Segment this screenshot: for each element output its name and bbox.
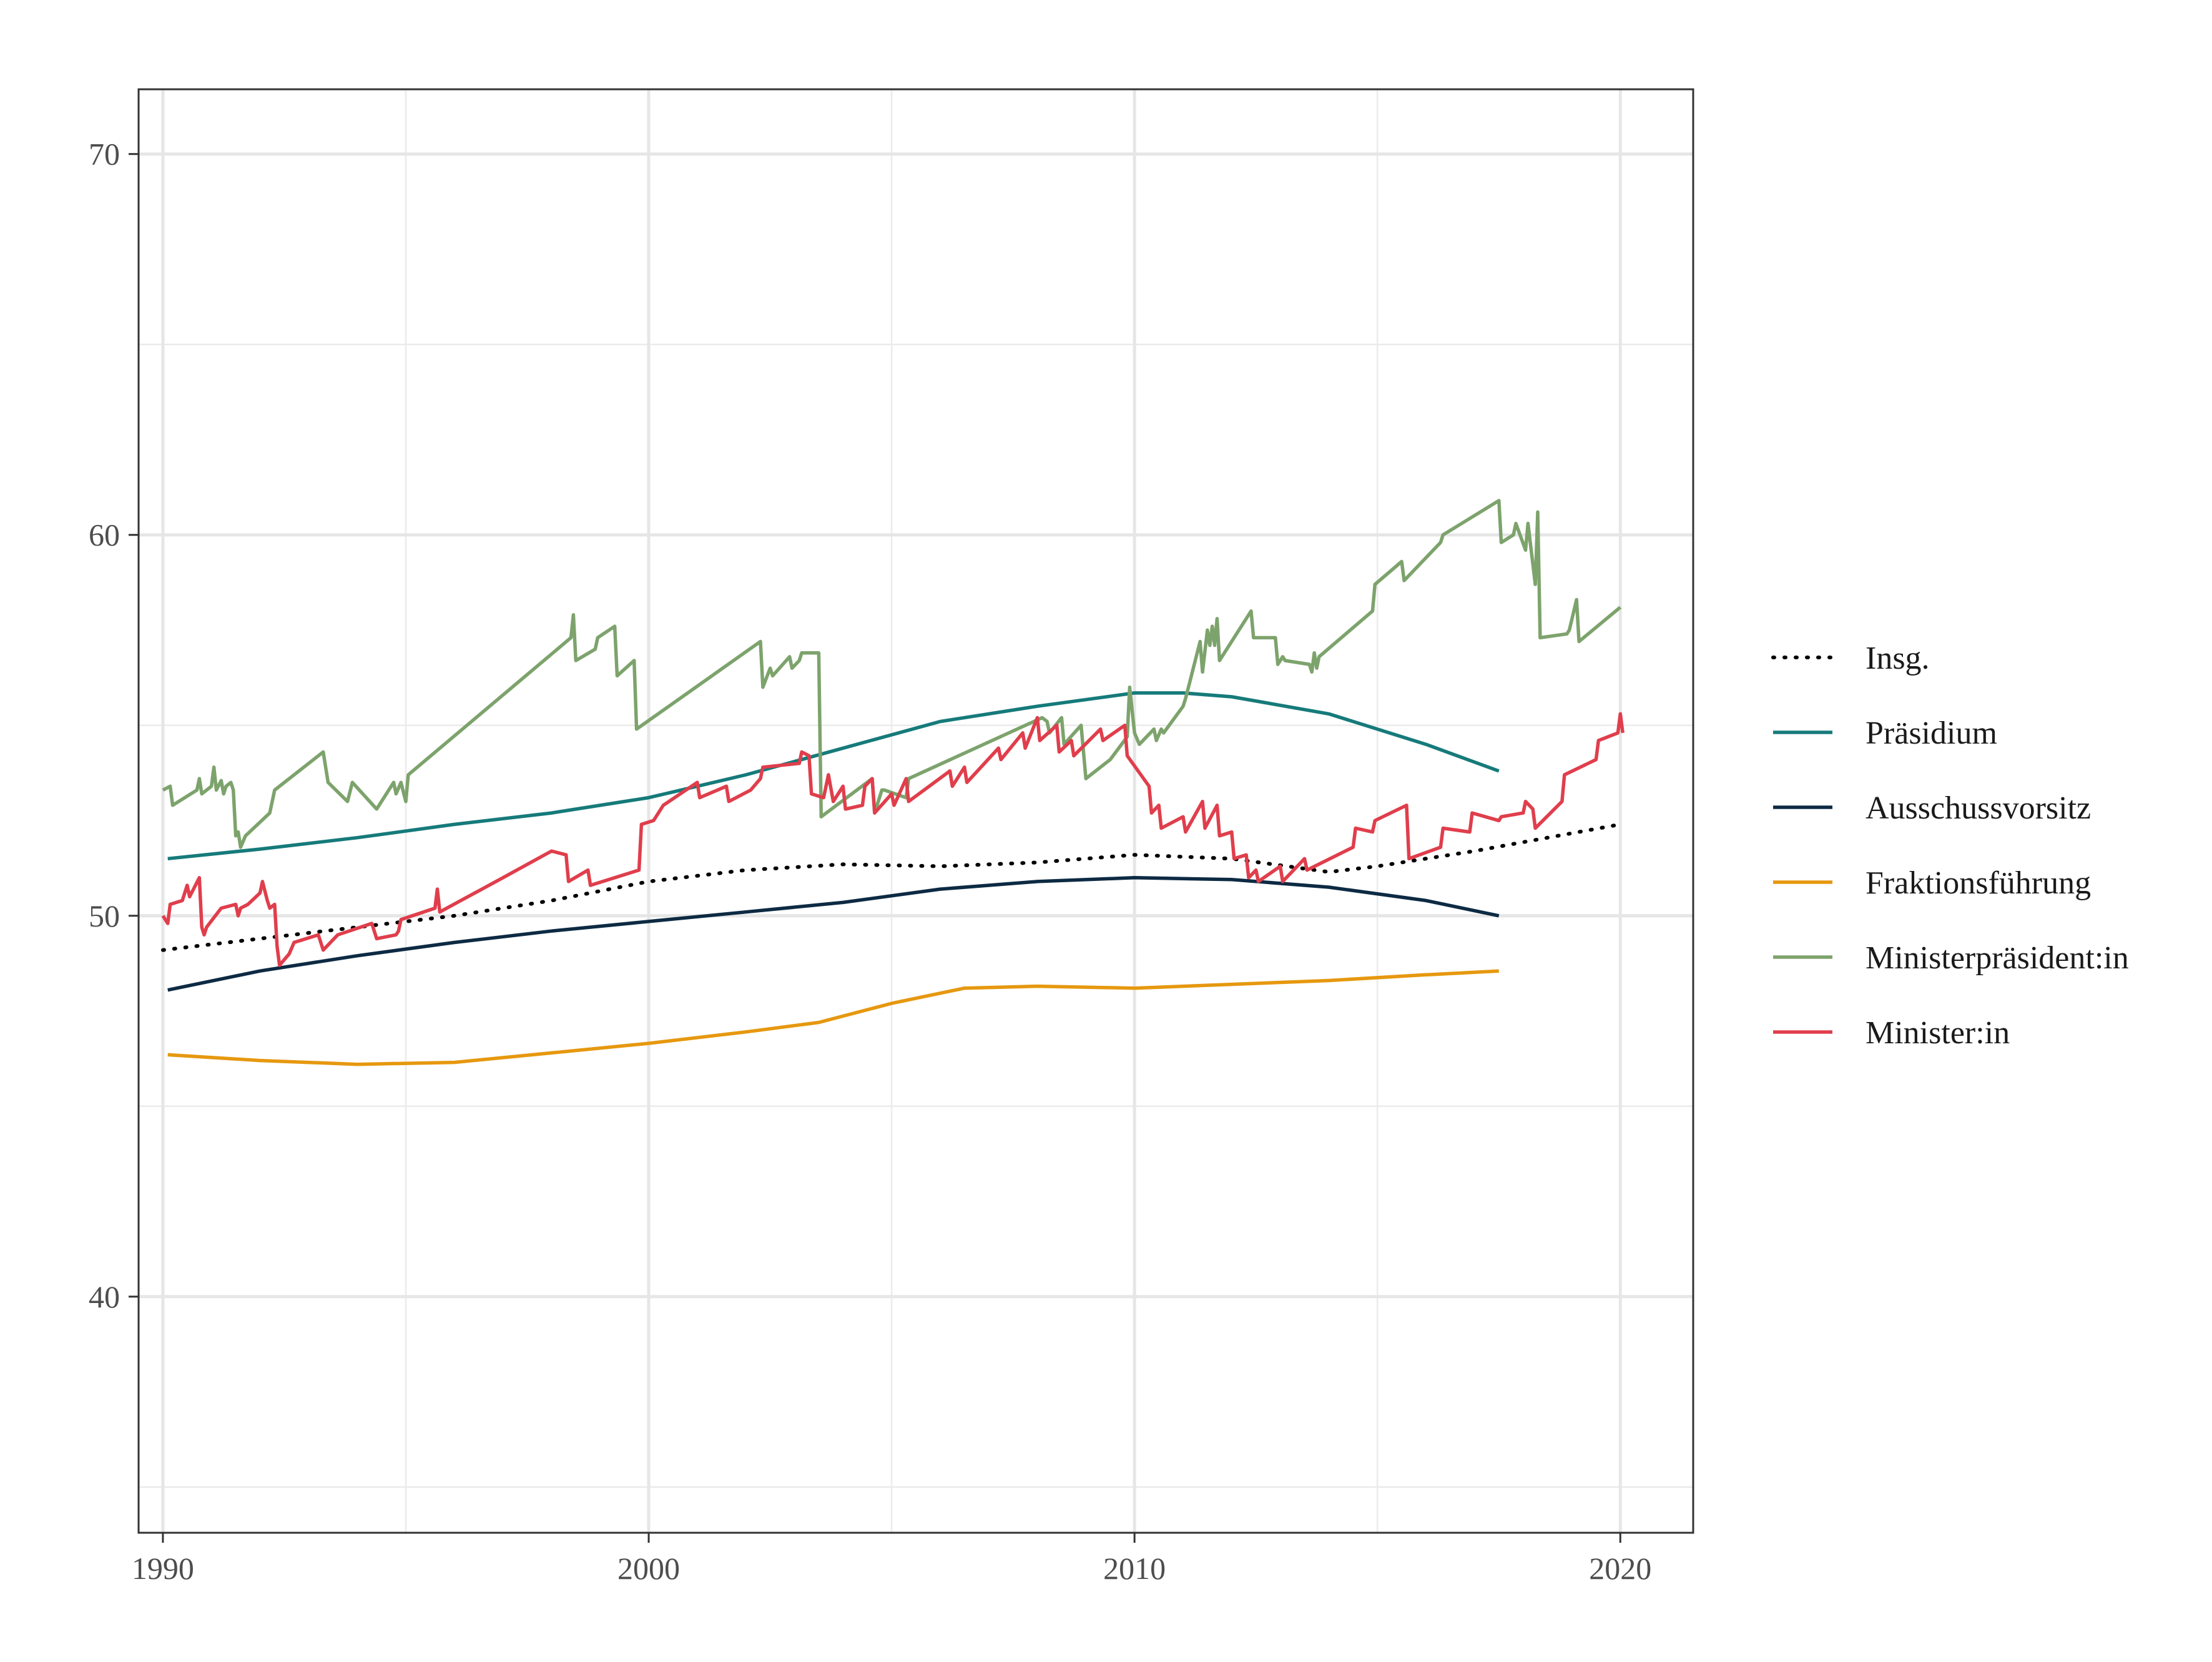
series-line-pr-sidium [167, 691, 1500, 861]
y-tick-label: 40 [89, 1279, 120, 1314]
legend-label: Fraktionsführung [1865, 865, 2091, 901]
legend-item-minister-in: Minister:in [1773, 1015, 2010, 1051]
grid [139, 89, 1693, 1533]
legend-label: Minister:in [1865, 1015, 2010, 1051]
legend-label: Insg. [1865, 641, 1930, 676]
series-line-ministerpr-sident-in [162, 499, 1622, 849]
x-tick-label: 2010 [1103, 1551, 1166, 1586]
x-tick-label: 1990 [132, 1551, 194, 1586]
legend-item-fraktionsf-hrung: Fraktionsführung [1773, 865, 2091, 901]
y-tick-label: 60 [89, 518, 120, 553]
series-line-minister-in [161, 712, 1625, 967]
panel-border [137, 88, 1694, 1534]
legend-item-ausschussvorsitz: Ausschussvorsitz [1773, 790, 2091, 826]
y-tick-label: 50 [89, 898, 120, 933]
legend-item-ministerpr-sident-in: Ministerpräsident:in [1773, 940, 2129, 976]
y-tick-label: 70 [89, 137, 120, 172]
series-layer [160, 499, 1625, 1066]
x-tick-label: 2020 [1589, 1551, 1651, 1586]
legend-label: Ministerpräsident:in [1865, 940, 2129, 976]
legend-item-insg: Insg. [1771, 641, 1930, 676]
series-line-ausschussvorsitz [167, 876, 1500, 992]
legend-label: Präsidium [1865, 715, 1997, 751]
axes: 1990 2000 2010 2020 40 50 60 70 [89, 137, 1651, 1586]
legend-label: Ausschussvorsitz [1865, 790, 2091, 826]
legend: Insg. Präsidium Ausschussvorsitz Fraktionsf… [1771, 641, 2129, 1051]
series-line-fraktionsf-hrung [167, 969, 1499, 1066]
legend-item-pr-sidium: Präsidium [1773, 715, 1997, 751]
x-tick-label: 2000 [617, 1551, 680, 1586]
